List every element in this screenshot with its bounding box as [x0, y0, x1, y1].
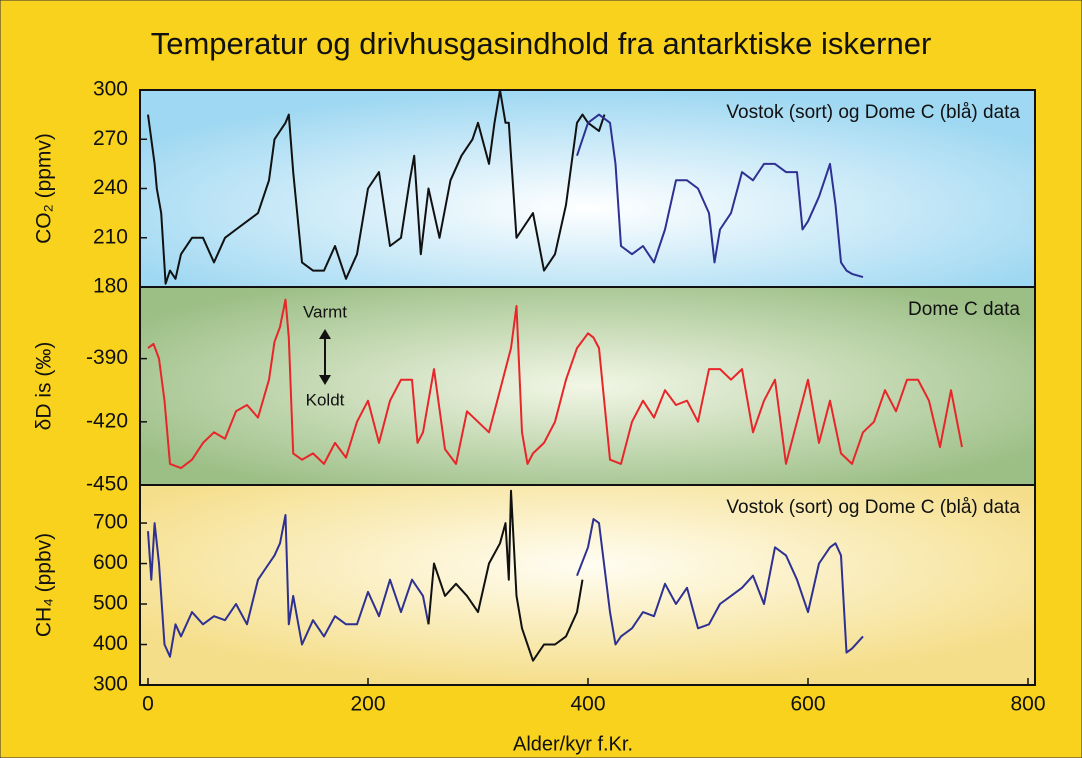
x-tick-label: 600: [790, 693, 825, 716]
y-tick-label: 210: [93, 225, 128, 248]
data-line: [147, 298, 963, 470]
y-tick-label: 240: [93, 176, 128, 199]
y-axis-label: CO₂ (ppmv): [33, 133, 56, 244]
y-tick-label: 270: [93, 127, 128, 150]
data-line: [427, 489, 584, 662]
y-axis-label: CH₄ (ppbv): [33, 533, 56, 637]
warm-label: Varmt: [303, 302, 347, 321]
annotation: Vostok (sort) og Dome C (blå) data: [726, 497, 1020, 518]
y-tick-label: 400: [93, 632, 128, 655]
x-tick-label: 200: [350, 693, 385, 716]
y-tick-label: 600: [93, 551, 128, 574]
data-line: [576, 113, 864, 279]
y-tick-label: -420: [86, 409, 128, 432]
x-tick-label: 800: [1010, 693, 1045, 716]
panel-background: [140, 287, 1035, 485]
data-line: [147, 89, 606, 285]
y-tick-label: 300: [93, 673, 128, 696]
y-tick-label: 500: [93, 592, 128, 615]
y-tick-label: -390: [86, 346, 128, 369]
y-tick-label: 300: [93, 78, 128, 101]
y-tick-label: 180: [93, 275, 128, 298]
y-tick-label: -450: [86, 473, 128, 496]
panel-background: [140, 485, 1035, 685]
data-line: [147, 514, 864, 658]
y-axis-label: δD is (‰): [33, 342, 56, 431]
chart-title: Temperatur og drivhusgasindhold fra anta…: [151, 26, 932, 61]
x-axis-label: Alder/kyr f.Kr.: [513, 733, 633, 755]
annotation: Dome C data: [908, 299, 1020, 320]
x-tick-label: 0: [142, 693, 154, 716]
y-tick-label: 700: [93, 511, 128, 534]
x-tick-label: 400: [570, 693, 605, 716]
cold-label: Koldt: [306, 390, 345, 409]
annotation: Vostok (sort) og Dome C (blå) data: [726, 102, 1020, 123]
